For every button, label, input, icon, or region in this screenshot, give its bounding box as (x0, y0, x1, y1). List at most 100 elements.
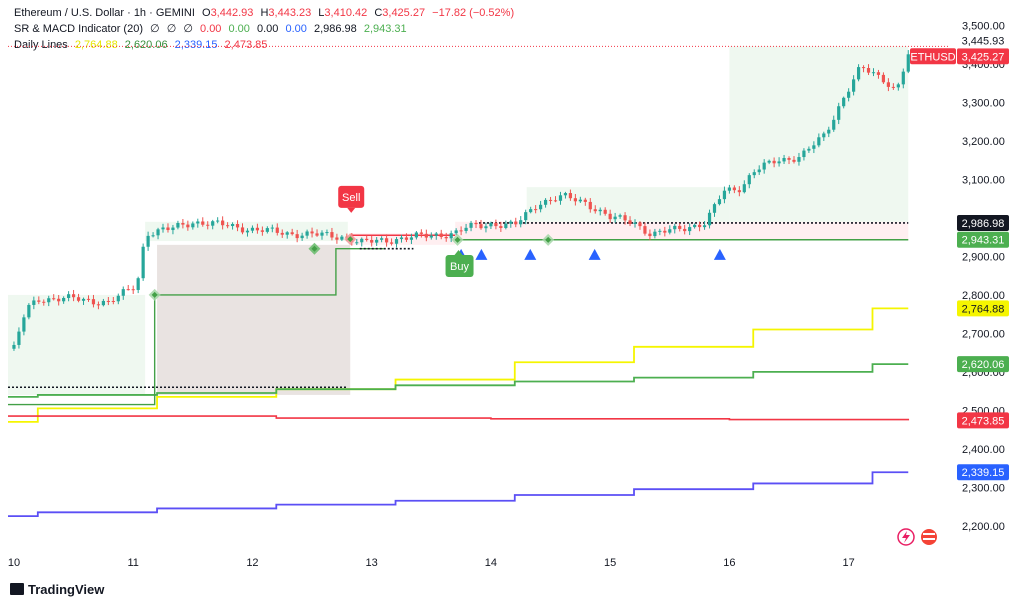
candle-body (722, 190, 727, 200)
buy-signal-label: Buy (450, 261, 469, 273)
price-level-tag (957, 48, 1009, 65)
sr-diamond-core (347, 236, 354, 243)
candle-body (876, 72, 881, 75)
price-level-label: 3,425.27 (962, 51, 1005, 63)
candle-body (181, 222, 185, 225)
candle-body (17, 331, 21, 345)
candle-body (852, 79, 856, 92)
price-level-label: 2,620.06 (962, 359, 1005, 371)
x-tick-label: 13 (366, 557, 378, 569)
resistance-zone-fill (455, 221, 909, 240)
tradingview-logo: TradingView (10, 582, 104, 597)
indicator-value: 0.00 (228, 23, 250, 35)
candle-body (683, 228, 687, 232)
daily-line-yellow (8, 307, 909, 423)
candle-body (206, 224, 210, 226)
candle-body (847, 91, 851, 98)
candle-body (539, 204, 543, 210)
candle-body (618, 215, 622, 217)
candle-body (832, 119, 836, 130)
candle-body (464, 227, 468, 231)
candle-body (156, 229, 160, 236)
sr-diamond-core (454, 236, 461, 243)
legend-symbol-line: Ethereum / U.S. Dollar · 1h · GEMINI O3,… (14, 6, 518, 20)
candle-body (688, 227, 692, 232)
buy-signal-badge (445, 255, 474, 278)
candle-body (201, 221, 205, 225)
candle-body (101, 300, 105, 306)
candle-body (871, 72, 876, 74)
y-tick-label: 2,400.00 (962, 444, 1005, 456)
candle-body (196, 221, 200, 224)
candle-body (370, 239, 374, 243)
candle-body (295, 234, 299, 239)
x-tick-label: 17 (843, 557, 855, 569)
candle-body (886, 82, 890, 87)
price-level-label: 2,473.85 (962, 415, 1005, 427)
candle-body (702, 225, 707, 228)
candle-body (757, 169, 761, 173)
candle-body (717, 199, 722, 205)
candle-body (270, 227, 274, 229)
candle-body (762, 162, 766, 170)
indicator-name[interactable]: Daily Lines (14, 39, 68, 51)
signal-arrow-up (713, 248, 726, 260)
candle-body (906, 54, 910, 72)
indicator-name[interactable]: SR & MACD Indicator (20) (14, 23, 143, 35)
candle-body (375, 239, 379, 243)
candle-body (732, 187, 736, 191)
candle-body (221, 220, 225, 226)
daily-line-blue (8, 471, 909, 518)
candle-body (797, 157, 801, 162)
candle-body (807, 148, 811, 151)
sr-diamond-core (545, 236, 552, 243)
sell-signal-label: Sell (342, 192, 360, 204)
candle-body (772, 160, 776, 164)
candle-body (37, 300, 41, 302)
symbol-title[interactable]: Ethereum / U.S. Dollar · 1h · GEMINI (14, 7, 195, 19)
indicator-value: 0.00 (285, 23, 307, 35)
candle-body (360, 238, 364, 243)
candle-body (817, 137, 821, 146)
sell-signal-badge (338, 185, 365, 208)
ohlc-low: L3,410.42 (318, 7, 368, 19)
candle-body (434, 233, 438, 236)
candle-body (76, 297, 81, 301)
legend-daily-lines: Daily Lines 2,764.88 2,620.06 2,339.15 2… (14, 38, 271, 52)
indicator-value: 2,339.15 (174, 39, 218, 51)
candle-body (444, 236, 448, 239)
resistance-zone-fill (350, 233, 456, 245)
candle-body (792, 159, 796, 162)
signal-arrow-up (475, 248, 488, 260)
y-tick-label: 2,200.00 (962, 521, 1005, 533)
candle-body (429, 235, 433, 238)
sell-signal-pointer (347, 207, 356, 213)
price-level-tag (957, 231, 1009, 248)
sr-diamond-core (311, 245, 318, 252)
candle-body (891, 86, 895, 88)
candle-body (315, 233, 319, 236)
candle-body (141, 246, 145, 279)
candle-body (121, 289, 125, 296)
candle-body (861, 67, 866, 69)
candle-body (116, 295, 120, 302)
candle-body (240, 227, 245, 233)
indicator-value: 2,764.88 (74, 39, 118, 51)
indicator-value: 2,943.31 (363, 23, 407, 35)
candle-body (275, 227, 279, 233)
price-level-label: 2,943.31 (962, 235, 1005, 247)
candle-body (588, 201, 592, 210)
indicator-value: 2,986.98 (313, 23, 357, 35)
indicator-value: ∅ (150, 23, 160, 35)
candle-body (191, 223, 195, 228)
candle-body (245, 230, 250, 233)
indicator-value: 0.00 (256, 23, 279, 35)
candle-body (673, 225, 677, 230)
y-tick-label: 2,800.00 (962, 290, 1005, 302)
candle-body (394, 239, 399, 244)
indicator-value: 2,620.06 (124, 39, 168, 51)
candle-body (782, 157, 786, 162)
candle-body (384, 238, 389, 243)
candle-body (325, 232, 329, 234)
